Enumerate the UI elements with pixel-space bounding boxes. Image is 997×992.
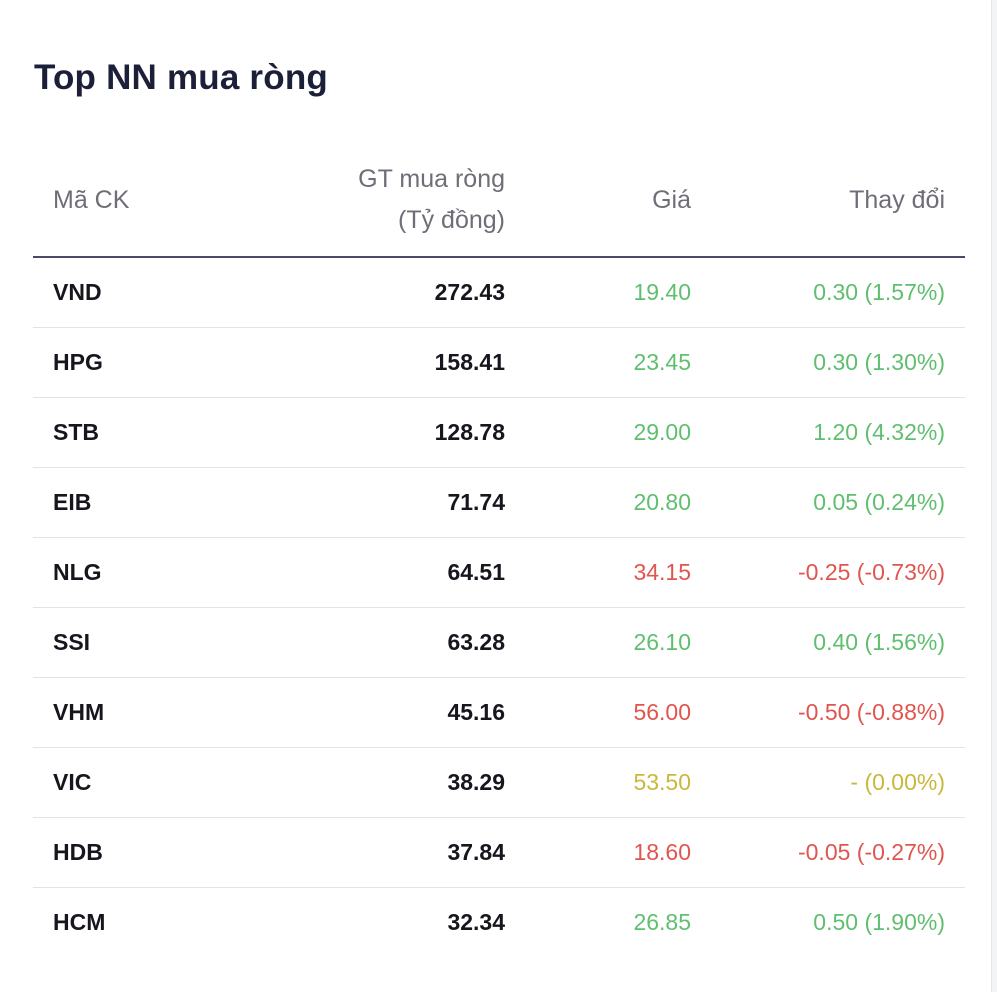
change-cell: 0.30 (1.30%) <box>813 348 945 375</box>
stock-code-cell[interactable]: VIC <box>53 768 92 795</box>
price-cell: 20.80 <box>633 488 691 515</box>
table-row[interactable]: HPG 158.41 23.45 0.30 (1.30%) <box>33 327 965 397</box>
change-cell: 1.20 (4.32%) <box>813 418 945 445</box>
change-cell: -0.50 (-0.88%) <box>797 698 945 725</box>
table-header: Mã CK GT mua ròng (Tỷ đồng) Giá Thay đổi <box>33 144 965 257</box>
scrollbar-track[interactable] <box>991 0 997 992</box>
net-buy-value-cell: 128.78 <box>434 418 505 445</box>
table-row[interactable]: HCM 32.34 26.85 0.50 (1.90%) <box>33 887 965 957</box>
stock-code-cell[interactable]: HDB <box>53 838 103 865</box>
stock-code-cell[interactable]: EIB <box>53 488 92 515</box>
stock-code-cell[interactable]: HCM <box>53 908 106 935</box>
stock-code-cell[interactable]: VND <box>53 278 102 305</box>
net-buy-value-cell: 32.34 <box>447 908 505 935</box>
net-buy-value-cell: 272.43 <box>434 278 505 305</box>
table-row[interactable]: NLG 64.51 34.15 -0.25 (-0.73%) <box>33 537 965 607</box>
widget-title: Top NN mua ròng <box>34 58 328 97</box>
net-buy-value-cell: 64.51 <box>447 558 505 585</box>
change-cell: 0.05 (0.24%) <box>813 488 945 515</box>
stock-code-cell[interactable]: STB <box>53 418 99 445</box>
price-cell: 53.50 <box>633 768 691 795</box>
change-cell: -0.25 (-0.73%) <box>797 558 945 585</box>
header-row: Mã CK GT mua ròng (Tỷ đồng) Giá Thay đổi <box>33 144 965 257</box>
net-buy-table: Mã CK GT mua ròng (Tỷ đồng) Giá Thay đổi… <box>33 144 965 957</box>
price-cell: 29.00 <box>633 418 691 445</box>
change-cell: 0.30 (1.57%) <box>813 278 945 305</box>
price-cell: 23.45 <box>633 348 691 375</box>
column-header-net-buy-value: GT mua ròng (Tỷ đồng) <box>173 144 525 257</box>
table-row[interactable]: VIC 38.29 53.50 - (0.00%) <box>33 747 965 817</box>
net-buy-value-cell: 158.41 <box>434 348 505 375</box>
table-row[interactable]: HDB 37.84 18.60 -0.05 (-0.27%) <box>33 817 965 887</box>
stock-code-cell[interactable]: HPG <box>53 348 103 375</box>
column-header-price: Giá <box>652 185 691 214</box>
stock-code-cell[interactable]: VHM <box>53 698 105 725</box>
net-buy-value-cell: 38.29 <box>447 768 505 795</box>
net-buy-value-cell: 71.74 <box>447 488 505 515</box>
table-row[interactable]: VHM 45.16 56.00 -0.50 (-0.88%) <box>33 677 965 747</box>
change-cell: 0.40 (1.56%) <box>813 628 945 655</box>
table-row[interactable]: STB 128.78 29.00 1.20 (4.32%) <box>33 397 965 467</box>
price-cell: 26.85 <box>633 908 691 935</box>
price-cell: 18.60 <box>633 838 691 865</box>
net-buy-value-cell: 63.28 <box>447 628 505 655</box>
change-cell: 0.50 (1.90%) <box>813 908 945 935</box>
column-header-change: Thay đổi <box>849 185 945 214</box>
stock-code-cell[interactable]: SSI <box>53 628 91 655</box>
change-cell: - (0.00%) <box>850 768 945 795</box>
table-row[interactable]: SSI 63.28 26.10 0.40 (1.56%) <box>33 607 965 677</box>
stock-code-cell[interactable]: NLG <box>53 558 102 585</box>
table-row[interactable]: EIB 71.74 20.80 0.05 (0.24%) <box>33 467 965 537</box>
column-header-code: Mã CK <box>53 185 130 214</box>
table-body: VND 272.43 19.40 0.30 (1.57%) HPG 158.41 23.45… <box>33 257 965 957</box>
price-cell: 19.40 <box>633 278 691 305</box>
price-cell: 34.15 <box>633 558 691 585</box>
price-cell: 26.10 <box>633 628 691 655</box>
change-cell: -0.05 (-0.27%) <box>797 838 945 865</box>
column-header-net-buy-value-line1: GT mua ròng <box>358 165 505 193</box>
price-cell: 56.00 <box>633 698 691 725</box>
table-row[interactable]: VND 272.43 19.40 0.30 (1.57%) <box>33 257 965 327</box>
net-buy-value-cell: 45.16 <box>447 698 505 725</box>
column-header-net-buy-value-line2: (Tỷ đồng) <box>398 206 505 234</box>
net-buy-value-cell: 37.84 <box>447 838 505 865</box>
